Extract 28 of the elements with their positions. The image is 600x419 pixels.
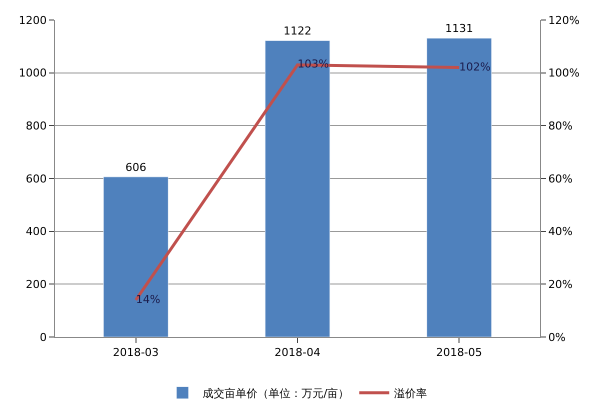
y2-tick-label: 20%: [548, 278, 573, 292]
y2-tick-label: 80%: [548, 120, 573, 133]
y2-tick-label: 60%: [548, 172, 573, 186]
data-label: 103%: [298, 58, 329, 71]
legend-label: 溢价率: [394, 387, 428, 400]
x-tick-label: 2018-03: [112, 346, 159, 360]
y2-tick-label: 0%: [548, 330, 566, 344]
y-tick-label: 0: [40, 330, 47, 344]
data-label: 14%: [136, 292, 160, 306]
data-label: 1131: [445, 22, 474, 36]
y-tick-label: 800: [26, 120, 47, 133]
x-tick-label: 2018-04: [274, 346, 320, 360]
y-tick-label: 600: [26, 172, 47, 186]
data-label: 102%: [459, 60, 491, 74]
y-tick-label: 1000: [18, 66, 47, 80]
y-tick-label: 200: [26, 278, 47, 292]
y2-tick-label: 40%: [548, 225, 573, 238]
bar: [264, 40, 330, 337]
y-tick-label: 1200: [18, 14, 47, 27]
data-label: 606: [125, 160, 146, 174]
bar: [103, 176, 168, 337]
y-tick-label: 400: [26, 225, 47, 238]
bar: [426, 38, 492, 337]
data-label: 1122: [284, 24, 312, 38]
y2-tick-label: 100%: [548, 66, 580, 80]
y2-tick-label: 120%: [548, 14, 580, 27]
x-tick-label: 2018-05: [436, 346, 482, 360]
legend-label: 成交亩单价（单位：万元/亩）: [202, 387, 350, 400]
